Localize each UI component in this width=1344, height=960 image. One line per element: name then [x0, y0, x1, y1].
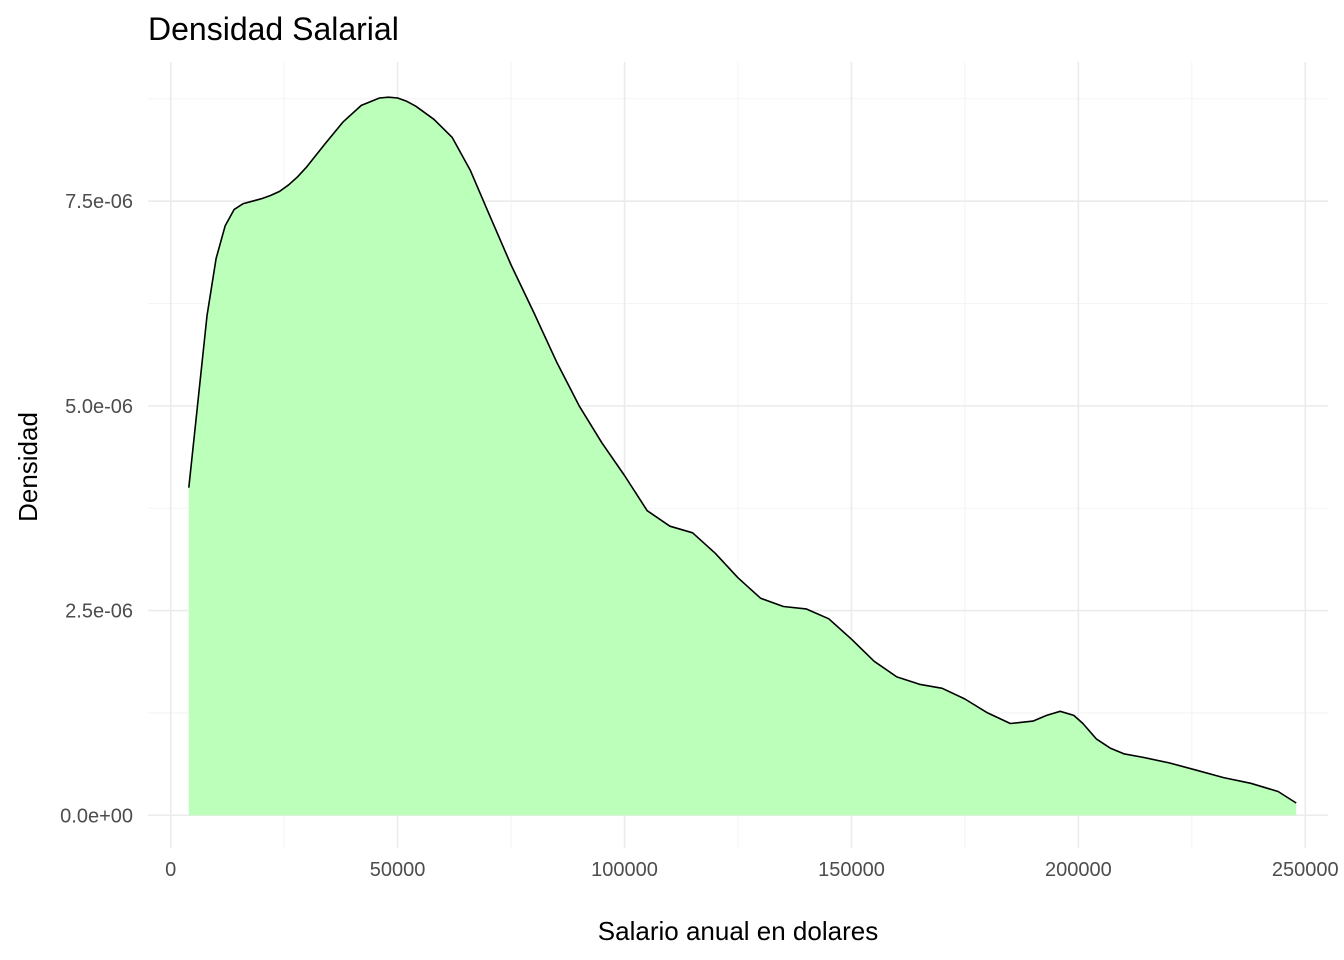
y-axis-label: Densidad	[13, 412, 43, 522]
x-tick-label: 200000	[1045, 859, 1112, 881]
x-axis-ticks: 0 50000 100000 150000 200000 250000	[165, 859, 1339, 881]
density-area	[188, 97, 1297, 816]
x-tick-label: 100000	[591, 859, 658, 881]
y-tick-label: 0.0e+00	[60, 805, 133, 827]
x-tick-label: 150000	[818, 859, 885, 881]
density-line	[188, 96, 1297, 804]
y-tick-label: 7.5e-06	[65, 191, 133, 213]
x-axis-label: Salario anual en dolares	[598, 916, 878, 946]
x-tick-label: 250000	[1272, 859, 1339, 881]
y-tick-label: 2.5e-06	[65, 601, 133, 623]
x-tick-label: 50000	[370, 859, 426, 881]
y-tick-label: 5.0e-06	[65, 396, 133, 418]
x-tick-label: 0	[165, 859, 176, 881]
plot-area	[188, 96, 1297, 816]
y-axis-ticks: 0.0e+00 2.5e-06 5.0e-06 7.5e-06	[60, 191, 133, 827]
chart-title: Densidad Salarial	[148, 11, 399, 47]
